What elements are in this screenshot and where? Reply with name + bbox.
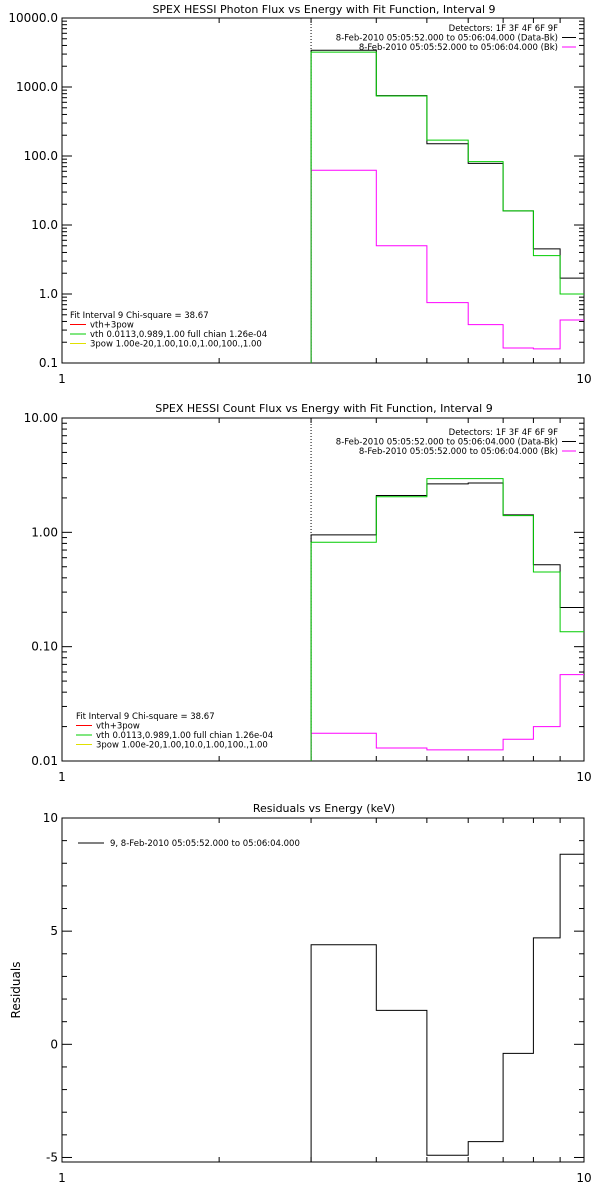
- count-flux-legend-label: vth+3pow: [96, 722, 140, 732]
- photon-flux-series-0: [310, 49, 584, 363]
- count-flux-legend-label: 3pow 1.00e-20,1.00,10.0,1.00,100.,1.00: [96, 741, 268, 751]
- count-flux-legend-label: vth 0.0113,0.989,1.00 full chian 1.26e-0…: [96, 731, 273, 741]
- residuals-ytick-label: 10: [43, 811, 58, 825]
- count-flux-xtick-label: 10: [576, 770, 591, 784]
- count-flux-header-line: Detectors: 1F 3F 4F 6F 9F: [449, 428, 558, 438]
- photon-flux-header-line: 8-Feb-2010 05:05:52.000 to 05:06:04.000 …: [359, 43, 558, 53]
- count-flux-series-1: [310, 674, 584, 761]
- photon-flux-ytick-label: 100.0: [24, 149, 58, 163]
- count-flux-ytick-label: 0.01: [31, 754, 58, 768]
- photon-flux-xtick-label: 10: [576, 372, 591, 386]
- photon-flux-plot-frame: [61, 17, 585, 364]
- residuals-panel: Residuals vs Energy (keV) Residuals 1 10 -…: [9, 802, 592, 1185]
- residuals-legend-label: 9, 8-Feb-2010 05:05:52.000 to 05:06:04.0…: [110, 839, 300, 849]
- count-flux-xtick-label: 1: [58, 770, 66, 784]
- photon-flux-xtick-label: 1: [58, 372, 66, 386]
- residuals-ytick-label: -5: [46, 1150, 58, 1164]
- photon-flux-header-line: 8-Feb-2010 05:05:52.000 to 05:06:04.000 …: [336, 34, 558, 44]
- photon-flux-series-1: [310, 169, 584, 363]
- photon-flux-series-2: [310, 51, 584, 363]
- count-flux-title: SPEX HESSI Count Flux vs Energy with Fit…: [155, 402, 492, 415]
- count-flux-plot-frame: [61, 417, 585, 762]
- photon-flux-ytick-label: 1000.0: [16, 80, 58, 94]
- residuals-title: Residuals vs Energy (keV): [253, 802, 395, 815]
- photon-flux-legend-header: Fit Interval 9 Chi-square = 38.67: [70, 311, 209, 321]
- residuals-ylabel: Residuals: [9, 962, 23, 1019]
- photon-flux-header-line: Detectors: 1F 3F 4F 6F 9F: [449, 24, 558, 34]
- count-flux-ytick-label: 1.00: [31, 525, 58, 539]
- photon-flux-ytick-label: 10000.0: [8, 11, 58, 25]
- residuals-xtick-label: 1: [58, 1171, 66, 1185]
- residuals-series-0: [310, 853, 584, 1162]
- photon-flux-legend-label: vth 0.0113,0.989,1.00 full chian 1.26e-0…: [90, 330, 267, 340]
- count-flux-series-2: [310, 478, 584, 761]
- photon-flux-legend-label: 3pow 1.00e-20,1.00,10.0,1.00,100.,1.00: [90, 340, 262, 350]
- residuals-xtick-label: 10: [576, 1171, 591, 1185]
- count-flux-legend-header: Fit Interval 9 Chi-square = 38.67: [76, 712, 215, 722]
- count-flux-ytick-label: 10.00: [24, 411, 58, 425]
- count-flux-header-line: 8-Feb-2010 05:05:52.000 to 05:06:04.000 …: [359, 447, 558, 457]
- photon-flux-ytick-label: 1.0: [39, 287, 58, 301]
- count-flux-panel: SPEX HESSI Count Flux vs Energy with Fit…: [24, 402, 592, 784]
- residuals-ytick-label: 0: [50, 1037, 58, 1051]
- count-flux-series-0: [310, 482, 584, 761]
- photon-flux-panel: SPEX HESSI Photon Flux vs Energy with Fi…: [8, 3, 591, 386]
- count-flux-header-line: 8-Feb-2010 05:05:52.000 to 05:06:04.000 …: [336, 438, 558, 448]
- count-flux-ytick-label: 0.10: [31, 640, 58, 654]
- photon-flux-legend-label: vth+3pow: [90, 321, 134, 331]
- photon-flux-ytick-label: 10.0: [31, 218, 58, 232]
- residuals-ytick-label: 5: [50, 924, 58, 938]
- photon-flux-ytick-label: 0.1: [39, 356, 58, 370]
- photon-flux-title: SPEX HESSI Photon Flux vs Energy with Fi…: [152, 3, 495, 16]
- residuals-plot-frame: [61, 817, 585, 1163]
